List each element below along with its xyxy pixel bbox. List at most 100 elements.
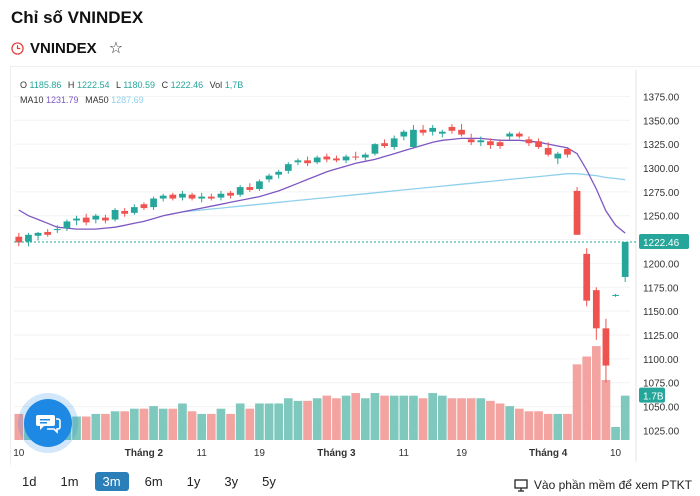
- volume-bar: [226, 413, 235, 440]
- candle: [73, 218, 80, 221]
- x-tick-label: 10: [13, 448, 25, 459]
- candle: [554, 153, 562, 159]
- volume-bar: [351, 393, 361, 440]
- candle: [477, 140, 485, 143]
- volume-bar: [572, 364, 582, 440]
- volume-bar: [591, 346, 601, 440]
- candle: [525, 139, 533, 144]
- x-tick-label: Tháng 2: [125, 448, 164, 459]
- volume-bar: [72, 416, 81, 440]
- ma10-line: [18, 137, 626, 234]
- candle: [188, 194, 196, 199]
- volume-bar: [409, 395, 418, 440]
- volume-bar: [505, 406, 515, 440]
- volume-bar: [14, 413, 24, 440]
- volume-bar: [274, 403, 284, 440]
- chat-icon: [36, 415, 61, 434]
- volume-bar: [620, 395, 630, 440]
- candle: [448, 126, 456, 131]
- volume-bar: [341, 395, 351, 440]
- x-tick-label: 19: [254, 448, 266, 459]
- volume-bar: [611, 426, 620, 440]
- candle: [34, 232, 42, 236]
- volume-bar: [110, 411, 120, 440]
- candle: [150, 198, 157, 208]
- volume-bar: [216, 408, 226, 440]
- range-5y[interactable]: 5y: [262, 474, 276, 489]
- volume-bar: [380, 395, 389, 440]
- candle: [82, 217, 90, 223]
- volume-bar: [476, 398, 486, 440]
- monitor-icon: [514, 478, 528, 492]
- volume-bar: [514, 408, 524, 440]
- range-1m[interactable]: 1m: [60, 474, 79, 489]
- candle: [506, 133, 514, 137]
- volume-bar: [495, 403, 505, 440]
- volume-bar: [235, 403, 245, 440]
- range-6m[interactable]: 6m: [144, 474, 163, 489]
- x-tick-label: 19: [456, 448, 468, 459]
- candle: [256, 181, 263, 189]
- ohlc-legend: O 1185.86 H 1222.54 L 1180.59 C 1222.46 …: [20, 80, 244, 90]
- candle: [236, 187, 244, 195]
- candle: [333, 158, 340, 161]
- page-title: Chỉ số VNINDEX: [11, 8, 144, 27]
- candle: [294, 160, 302, 163]
- chat-button[interactable]: [24, 399, 72, 447]
- star-icon[interactable]: ☆: [108, 40, 124, 57]
- y-tick-label: 1175.00: [643, 283, 679, 294]
- candle: [602, 328, 610, 366]
- candle: [612, 294, 619, 296]
- candle: [227, 192, 234, 196]
- candle: [342, 156, 350, 161]
- candle: [265, 175, 273, 180]
- volume-bar: [370, 393, 380, 440]
- candle: [304, 160, 311, 164]
- y-tick-label: 1375.00: [643, 92, 680, 103]
- volume-bar: [149, 406, 158, 440]
- y-tick-label: 1325.00: [643, 140, 680, 151]
- y-tick-label: 1075.00: [643, 379, 680, 390]
- range-1y[interactable]: 1y: [186, 474, 201, 489]
- range-1d[interactable]: 1d: [22, 474, 37, 489]
- candle: [25, 234, 32, 242]
- candle: [410, 129, 417, 147]
- candle: [102, 217, 109, 221]
- ptkt-link[interactable]: Vào phần mềm để xem PTKT: [514, 478, 692, 492]
- y-tick-label: 1100.00: [643, 355, 679, 366]
- candle: [159, 195, 167, 199]
- volume-bar: [206, 413, 216, 440]
- volume-tag-label: 1.7B: [643, 392, 664, 403]
- x-tick-label: Tháng 3: [317, 448, 356, 459]
- volume-bar: [81, 416, 91, 440]
- candle: [92, 215, 100, 220]
- candle: [313, 157, 321, 163]
- candle: [564, 148, 571, 155]
- volume-bar: [418, 398, 428, 440]
- symbol-row: VNINDEX ☆: [11, 38, 123, 58]
- candle: [140, 204, 148, 209]
- volume-bar: [197, 413, 207, 440]
- candle: [111, 209, 119, 220]
- volume-bar: [91, 413, 101, 440]
- volume-bar: [360, 398, 370, 440]
- candle: [458, 129, 465, 135]
- y-tick-label: 1250.00: [643, 212, 680, 223]
- candle: [515, 133, 523, 137]
- last-price-tag: [639, 233, 689, 249]
- volume-bar: [466, 398, 476, 440]
- volume-bar: [486, 400, 495, 440]
- candle: [487, 141, 494, 146]
- range-3m[interactable]: 3m: [94, 472, 129, 491]
- y-tick-label: 1125.00: [643, 331, 679, 342]
- volume-bar: [168, 408, 178, 440]
- candle: [179, 193, 186, 198]
- range-3y[interactable]: 3y: [224, 474, 239, 489]
- candle: [63, 221, 71, 229]
- volume-bar: [255, 403, 264, 440]
- volume-bar: [129, 408, 139, 440]
- candle: [371, 144, 379, 154]
- x-tick-label: 11: [196, 448, 207, 459]
- volume-bar: [399, 395, 409, 440]
